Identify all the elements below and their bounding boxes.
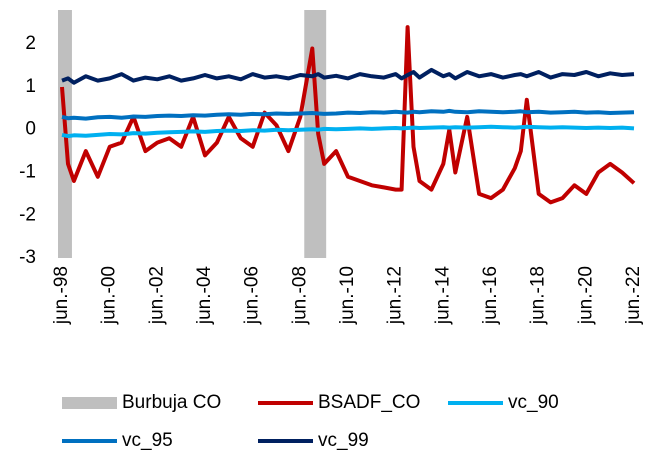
legend-label: BSADF_CO	[318, 392, 420, 413]
y-tick-label: -2	[19, 204, 36, 225]
y-tick-label: 1	[25, 76, 36, 97]
x-tick-label: jun.-22	[623, 266, 644, 325]
x-tick-label: jun.-14	[432, 266, 453, 326]
x-tick-label: jun.-12	[385, 266, 406, 325]
series-line	[61, 67, 635, 85]
x-tick-label: jun.-10	[337, 266, 358, 325]
series-line	[61, 108, 635, 121]
legend-label: vc_99	[318, 430, 369, 451]
x-tick-label: jun.-20	[575, 266, 596, 325]
x-tick-label: jun.-04	[194, 266, 215, 326]
y-tick-label: 2	[25, 33, 36, 54]
x-tick-label: jun.-98	[51, 266, 72, 325]
x-tick-label: jun.-06	[242, 266, 263, 325]
legend-label: Burbuja CO	[122, 392, 221, 413]
legend-label: vc_95	[122, 430, 173, 451]
series-line	[60, 25, 636, 205]
x-tick-label: jun.-02	[146, 266, 167, 325]
x-tick-label: jun.-16	[480, 266, 501, 325]
series-line	[61, 124, 635, 139]
legend-label: vc_90	[508, 392, 559, 413]
bubble-period	[304, 10, 327, 258]
x-tick-label: jun.-18	[528, 266, 549, 325]
y-tick-label: 0	[25, 119, 36, 140]
y-tick-label: -1	[19, 161, 36, 182]
x-tick-label: jun.-08	[289, 266, 310, 325]
x-tick-label: jun.-00	[99, 266, 120, 325]
y-tick-label: -3	[19, 247, 36, 268]
legend-swatch	[62, 397, 117, 409]
